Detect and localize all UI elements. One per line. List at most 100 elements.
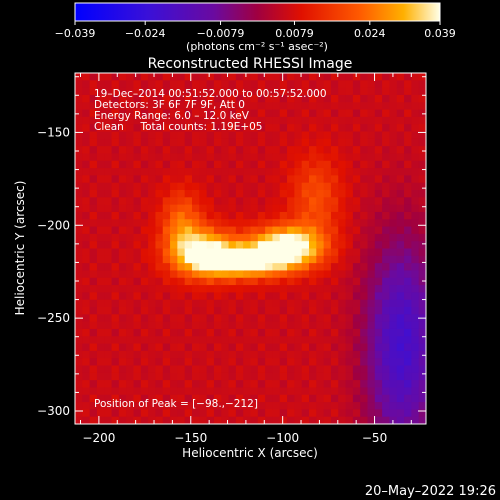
heatmap-cell: [389, 307, 398, 315]
heatmap-cell: [228, 292, 237, 301]
heatmap-cell: [243, 372, 252, 381]
heatmap-cell: [301, 321, 310, 330]
heatmap-cell: [338, 138, 347, 147]
heatmap-cell: [96, 277, 105, 286]
heatmap-cell: [75, 263, 83, 272]
heatmap-cell: [118, 211, 127, 220]
heatmap-cell: [104, 248, 113, 257]
heatmap-cell: [323, 292, 332, 301]
heatmap-cell: [389, 255, 398, 264]
heatmap-cell: [111, 211, 120, 220]
heatmap-cell: [177, 80, 186, 89]
heatmap-cell: [272, 336, 281, 345]
heatmap-cell: [213, 299, 222, 308]
heatmap-cell: [272, 416, 281, 424]
heatmap-cell: [338, 175, 347, 184]
heatmap-cell: [257, 270, 266, 279]
heatmap-cell: [206, 292, 215, 301]
heatmap-cell: [287, 270, 295, 279]
heatmap-cell: [374, 219, 383, 228]
heatmap-cell: [221, 168, 230, 176]
heatmap-cell: [345, 182, 354, 191]
heatmap-cell: [301, 343, 310, 352]
heatmap-cell: [418, 343, 426, 352]
heatmap-cell: [162, 80, 171, 89]
heatmap-cell: [213, 160, 222, 169]
heatmap-cell: [250, 131, 259, 140]
heatmap-cell: [389, 343, 398, 352]
heatmap-cell: [177, 285, 186, 293]
heatmap-cell: [309, 87, 317, 96]
heatmap-cell: [367, 124, 376, 133]
heatmap-cell: [155, 358, 164, 367]
heatmap-cell: [170, 160, 178, 169]
heatmap-cell: [221, 219, 230, 228]
heatmap-cell: [367, 226, 376, 235]
heatmap-cell: [404, 277, 412, 286]
heatmap-cell: [287, 197, 295, 206]
heatmap-cell: [360, 328, 369, 337]
heatmap-cell: [418, 394, 426, 403]
heatmap-cell: [177, 197, 186, 206]
heatmap-cell: [294, 109, 303, 118]
heatmap-cell: [404, 94, 412, 103]
heatmap-cell: [140, 263, 149, 272]
heatmap-cell: [367, 175, 376, 184]
heatmap-cell: [213, 233, 222, 242]
heatmap-cell: [374, 197, 383, 206]
heatmap-cell: [265, 190, 274, 198]
heatmap-cell: [272, 80, 281, 89]
heatmap-cell: [133, 277, 142, 286]
heatmap-cell: [301, 409, 310, 418]
heatmap-cell: [265, 241, 274, 250]
heatmap-cell: [257, 211, 266, 220]
heatmap-cell: [250, 94, 259, 103]
heatmap-cell: [126, 336, 135, 345]
heatmap-cell: [96, 204, 105, 213]
heatmap-cell: [111, 307, 120, 315]
heatmap-cell: [213, 255, 222, 264]
heatmap-cell: [82, 219, 91, 228]
heatmap-cell: [118, 285, 127, 293]
heatmap-cell: [155, 270, 164, 279]
heatmap-cell: [330, 197, 339, 206]
heatmap-cell: [184, 277, 193, 286]
heatmap-cell: [104, 204, 113, 213]
heatmap-cell: [177, 402, 186, 410]
heatmap-cell: [272, 131, 281, 140]
heatmap-cell: [367, 160, 376, 169]
heatmap-cell: [396, 270, 405, 279]
heatmap-cell: [404, 138, 412, 147]
heatmap-cell: [221, 190, 230, 198]
heatmap-cell: [96, 146, 105, 155]
heatmap-cell: [323, 358, 332, 367]
heatmap-cell: [265, 321, 274, 330]
heatmap-cell: [111, 197, 120, 206]
heatmap-cell: [367, 73, 376, 81]
heatmap-cell: [243, 314, 252, 323]
heatmap-cell: [250, 307, 259, 315]
heatmap-cell: [133, 248, 142, 257]
heatmap-cell: [330, 350, 339, 359]
heatmap-cell: [89, 226, 98, 235]
heatmap-cell: [411, 285, 420, 293]
heatmap-cell: [330, 343, 339, 352]
heatmap-cell: [155, 168, 164, 176]
heatmap-cell: [374, 102, 383, 111]
heatmap-cell: [184, 402, 193, 410]
heatmap-cell: [96, 94, 105, 103]
heatmap-cell: [235, 226, 244, 235]
heatmap-cell: [272, 219, 281, 228]
heatmap-cell: [374, 248, 383, 257]
heatmap-cell: [287, 416, 295, 424]
heatmap-cell: [89, 109, 98, 118]
heatmap-cell: [82, 321, 91, 330]
heatmap-cell: [177, 372, 186, 381]
heatmap-cell: [82, 116, 91, 125]
heatmap-cell: [213, 270, 222, 279]
heatmap-cell: [170, 402, 178, 410]
heatmap-cell: [126, 175, 135, 184]
heatmap-cell: [374, 277, 383, 286]
heatmap-cell: [162, 365, 171, 374]
heatmap-cell: [177, 365, 186, 374]
